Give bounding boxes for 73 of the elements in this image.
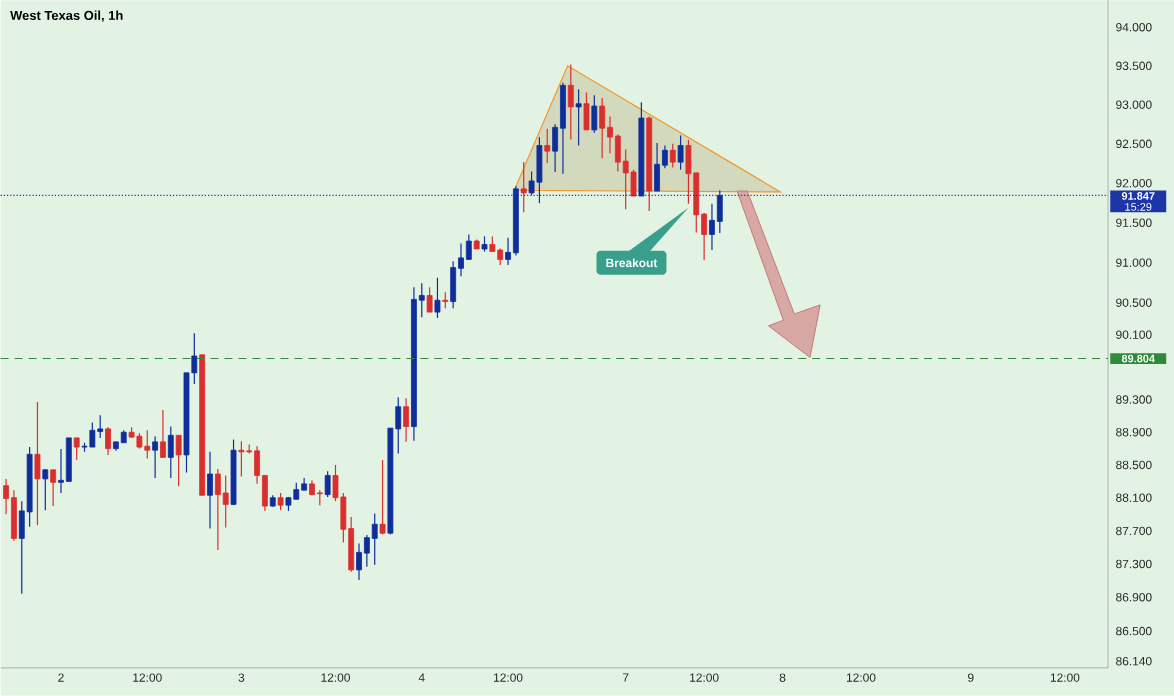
candlestick <box>105 426 111 456</box>
x-tick-label: 12:00 <box>133 673 162 682</box>
candlestick <box>403 397 409 443</box>
candlestick <box>677 134 684 171</box>
candlestick <box>42 468 49 511</box>
candlestick <box>426 286 433 313</box>
candlestick <box>567 63 574 141</box>
candlestick <box>73 437 80 461</box>
x-tick-label: 9 <box>968 673 974 682</box>
y-tick-label: 88.500 <box>1116 460 1152 470</box>
candlestick <box>544 128 551 164</box>
y-tick-label: 92.500 <box>1116 139 1152 149</box>
candlestick <box>505 237 511 266</box>
candlestick <box>669 143 676 169</box>
candlestick <box>552 123 559 173</box>
y-tick-label: 93.500 <box>1116 61 1152 71</box>
candlestick <box>709 203 715 251</box>
x-tick-label: 8 <box>779 673 786 682</box>
x-tick-label: 12:00 <box>1050 673 1080 682</box>
annotation: Breakout <box>606 258 658 268</box>
y-tick-label: 93.000 <box>1116 100 1152 110</box>
candlestick <box>160 409 166 459</box>
y-tick-label: 90.100 <box>1116 330 1152 339</box>
x-tick-label: 7 <box>622 673 629 682</box>
candlestick <box>207 451 213 530</box>
y-tick-label: 89.300 <box>1116 395 1152 404</box>
text: West Texas Oil, 1h <box>10 10 123 22</box>
candlestick <box>167 426 174 479</box>
candlestick <box>324 470 331 498</box>
y-tick-label: 87.700 <box>1116 526 1152 536</box>
candlestick <box>575 88 582 147</box>
y-tick-label: 90.500 <box>1116 298 1152 307</box>
candlestick <box>152 435 159 479</box>
x-tick-label: 3 <box>238 673 245 682</box>
text: 15:29 <box>1125 203 1152 211</box>
candlestick <box>607 116 613 155</box>
y-tick-label: 91.000 <box>1116 258 1152 267</box>
x-tick-label: 12:00 <box>690 673 719 682</box>
ref-line-label: 91.847 <box>1121 192 1155 200</box>
candlestick <box>434 277 441 319</box>
candlestick <box>599 97 606 160</box>
candlestick <box>175 434 182 487</box>
x-tick-label: 12:00 <box>321 673 350 682</box>
x-tick-label: 2 <box>58 673 64 682</box>
y-tick-label: 86.500 <box>1116 626 1152 636</box>
candlestick <box>58 448 64 494</box>
y-tick-label: 86.140 <box>1116 657 1152 666</box>
candlestick <box>214 468 221 551</box>
y-tick-label: 86.900 <box>1116 593 1152 602</box>
candlestick <box>379 459 386 536</box>
y-tick-label: 92.000 <box>1116 179 1152 188</box>
candlestick <box>222 474 229 529</box>
candlestick <box>591 94 598 134</box>
y-tick-label: 88.900 <box>1116 428 1152 437</box>
candlestick <box>371 512 378 566</box>
candlestick <box>3 478 9 515</box>
candlestick <box>458 242 464 277</box>
ref-line-label: 89.804 <box>1121 354 1155 363</box>
y-tick-label: 87.300 <box>1116 559 1152 569</box>
y-tick-label: 88.100 <box>1116 493 1152 503</box>
candlestick <box>662 144 668 169</box>
x-tick-label: 12:00 <box>494 673 523 682</box>
x-tick-label: 4 <box>418 673 425 682</box>
candlestick <box>465 233 472 261</box>
candlestick <box>701 212 708 261</box>
candlestick <box>418 282 425 318</box>
x-tick-label: 12:00 <box>846 673 876 682</box>
candlestick <box>356 542 362 581</box>
candlestick <box>50 469 57 507</box>
candlestick <box>363 534 370 568</box>
candlestick <box>520 161 527 214</box>
y-tick-label: 91.500 <box>1116 218 1152 228</box>
y-tick-label: 94.000 <box>1116 23 1152 32</box>
